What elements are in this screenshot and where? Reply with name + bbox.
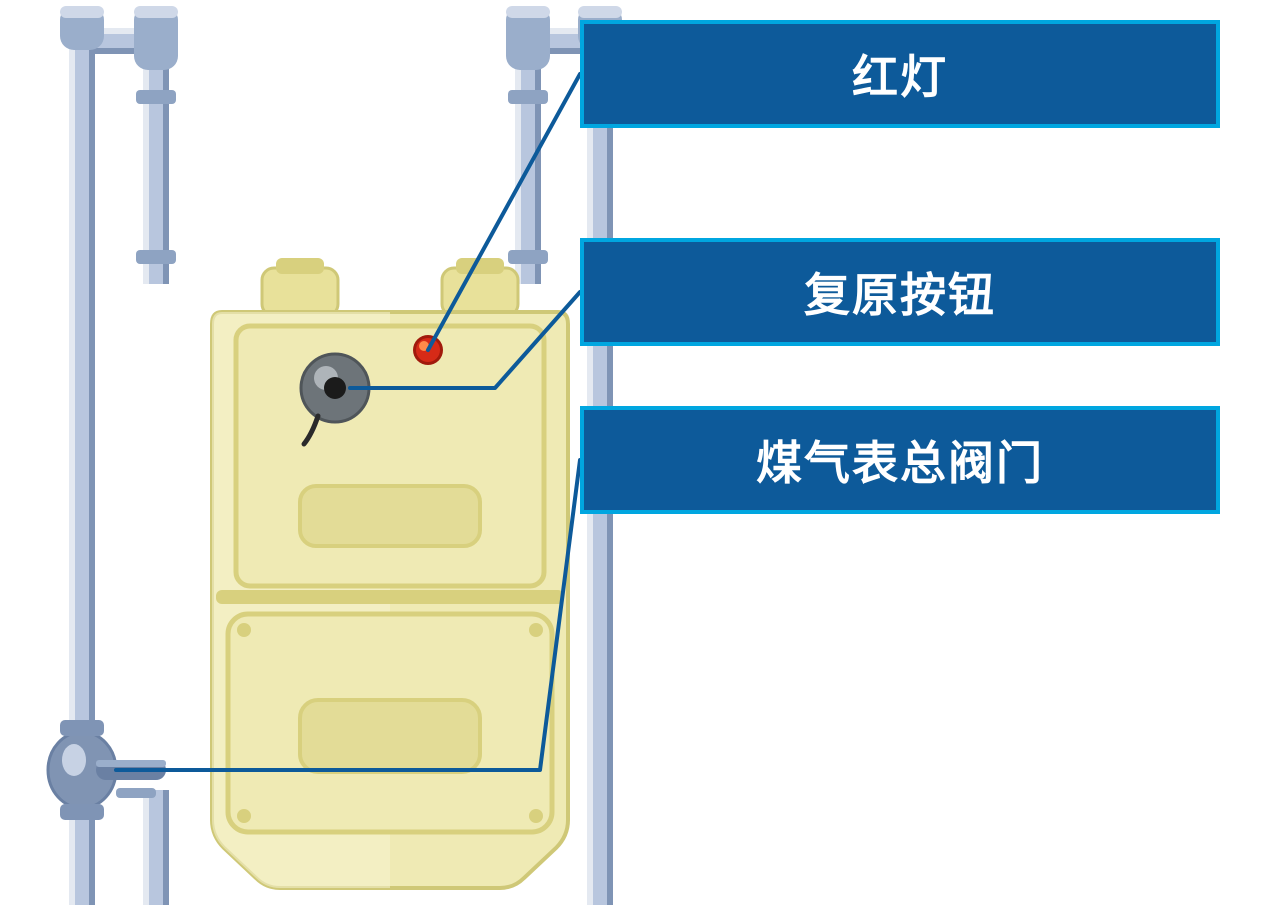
- pipe-left-inner-bottom: [143, 790, 169, 905]
- label-red-light: 红灯: [580, 20, 1220, 128]
- flange-left-1: [136, 90, 176, 104]
- screw-1: [237, 623, 251, 637]
- meter-inlet-left: [262, 258, 338, 316]
- label-reset-btn-text: 复原按钮: [804, 259, 996, 325]
- meter-lower-window: [300, 700, 480, 772]
- label-red-light-text: 红灯: [852, 41, 948, 107]
- gas-meter-diagram: 红灯 复原按钮 煤气表总阀门: [0, 0, 1288, 917]
- label-reset-btn: 复原按钮: [580, 238, 1220, 346]
- gas-meter: [212, 258, 568, 888]
- flange-right-1: [508, 90, 548, 104]
- meter-divider: [216, 590, 564, 604]
- meter-upper-window: [300, 486, 480, 546]
- screw-4: [529, 809, 543, 823]
- screw-2: [529, 623, 543, 637]
- label-main-valve: 煤气表总阀门: [580, 406, 1220, 514]
- flange-left-2: [136, 250, 176, 264]
- flange-right-2: [508, 250, 548, 264]
- label-main-valve-text: 煤气表总阀门: [756, 427, 1044, 493]
- screw-3: [237, 809, 251, 823]
